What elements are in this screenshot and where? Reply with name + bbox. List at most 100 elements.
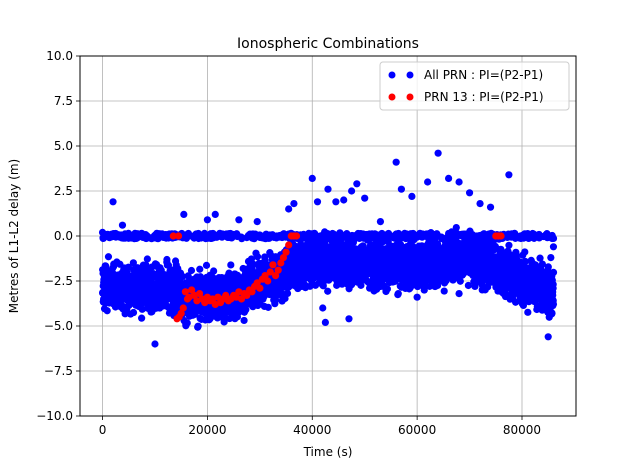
all-prn-point [376, 218, 385, 226]
all-prn-point [465, 189, 474, 197]
all-prn-point [118, 221, 127, 229]
legend-marker-all-prn [388, 71, 396, 79]
all-prn-point [357, 281, 365, 289]
all-prn-point [424, 178, 432, 186]
all-prn-point [202, 261, 211, 269]
y-tick-label: 5.0 [54, 139, 73, 153]
all-prn-point [138, 314, 146, 322]
all-prn-point [249, 260, 257, 268]
all-prn-point [321, 318, 329, 326]
all-prn-point [313, 198, 322, 206]
legend-label-prn13: PRN 13 : PI=(P2-P1) [424, 90, 544, 104]
x-axis-title: Time (s) [303, 445, 353, 459]
x-tick-label: 40000 [293, 423, 331, 437]
all-prn-point [544, 333, 552, 341]
all-prn-point [340, 196, 348, 204]
all-prn-point [455, 290, 463, 298]
prn13-point [269, 261, 277, 269]
all-prn-point [397, 185, 406, 193]
all-prn-point [242, 306, 250, 314]
legend-marker-prn13 [406, 93, 414, 101]
all-prn-point [129, 308, 138, 317]
all-prn-point [549, 243, 558, 251]
all-prn-point [549, 300, 558, 308]
all-prn-point [253, 253, 262, 261]
x-tick-label: 20000 [188, 423, 226, 437]
prn13-point [292, 232, 301, 240]
all-prn-point [413, 293, 421, 301]
all-prn-point [434, 149, 442, 157]
all-prn-point [253, 218, 261, 226]
all-prn-point [308, 174, 316, 182]
all-prn-point [319, 282, 327, 290]
all-prn-point [332, 198, 340, 206]
y-tick-label: 2.5 [54, 184, 73, 198]
y-tick-label: −2.5 [44, 274, 73, 288]
prn13-point [285, 241, 293, 249]
y-tick-label: −10.0 [36, 409, 73, 423]
all-prn-point [235, 216, 243, 224]
all-prn-point [109, 198, 117, 206]
all-prn-point [183, 319, 191, 327]
all-prn-point [549, 268, 558, 276]
all-prn-point [505, 241, 513, 249]
all-prn-point [319, 304, 327, 312]
y-tick-label: 0.0 [54, 229, 73, 243]
all-prn-point [104, 253, 113, 261]
prn13-point [174, 232, 183, 240]
all-prn-point [240, 316, 248, 325]
all-prn-point [444, 174, 453, 182]
all-prn-point [394, 290, 402, 298]
all-prn-point [98, 228, 107, 236]
all-prn-point [505, 171, 513, 179]
all-prn-point [290, 200, 298, 208]
y-tick-label: 10.0 [46, 49, 73, 63]
y-tick-label: −7.5 [44, 364, 73, 378]
all-prn-point [129, 259, 137, 267]
all-prn-point [151, 340, 159, 348]
x-tick-label: 80000 [503, 423, 541, 437]
legend: All PRN : PI=(P2-P1) PRN 13 : PI=(P2-P1) [379, 61, 570, 111]
all-prn-point [196, 265, 204, 273]
scatter-points [98, 149, 558, 348]
all-prn-point [521, 248, 529, 256]
prn13-point [256, 284, 264, 292]
legend-marker-prn13 [388, 93, 396, 101]
prn13-point [179, 304, 187, 312]
y-axis-title: Metres of L1-L2 delay (m) [7, 159, 21, 313]
all-prn-point [383, 285, 391, 293]
prn13-point [282, 248, 290, 256]
all-prn-point [544, 263, 552, 271]
all-prn-point [163, 255, 171, 264]
all-prn-point [347, 187, 356, 195]
all-prn-point [486, 203, 495, 211]
all-prn-point [408, 192, 416, 200]
all-prn-point [548, 309, 556, 317]
y-tick-label: 7.5 [54, 94, 73, 108]
all-prn-point [203, 216, 212, 224]
all-prn-point [264, 303, 272, 311]
all-prn-point [324, 185, 332, 193]
x-tick-label: 60000 [398, 423, 436, 437]
all-prn-point [261, 256, 269, 265]
all-prn-point [180, 210, 188, 218]
all-prn-point [285, 205, 293, 213]
all-prn-point [361, 194, 369, 202]
all-prn-point [549, 234, 558, 243]
all-prn-point [227, 261, 235, 269]
all-prn-point [143, 255, 151, 263]
all-prn-point [476, 200, 484, 208]
all-prn-point [440, 287, 448, 295]
all-prn-point [455, 178, 463, 186]
legend-label-all-prn: All PRN : PI=(P2-P1) [424, 68, 543, 82]
all-prn-point [194, 322, 202, 330]
all-prn-point [210, 267, 218, 275]
all-prn-point [103, 307, 111, 315]
prn13-point [264, 277, 272, 285]
y-tick-label: −5.0 [44, 319, 73, 333]
all-prn-point [187, 266, 196, 275]
all-prn-point [178, 272, 187, 281]
all-prn-point [283, 289, 292, 297]
x-tick-label: 0 [99, 423, 107, 437]
